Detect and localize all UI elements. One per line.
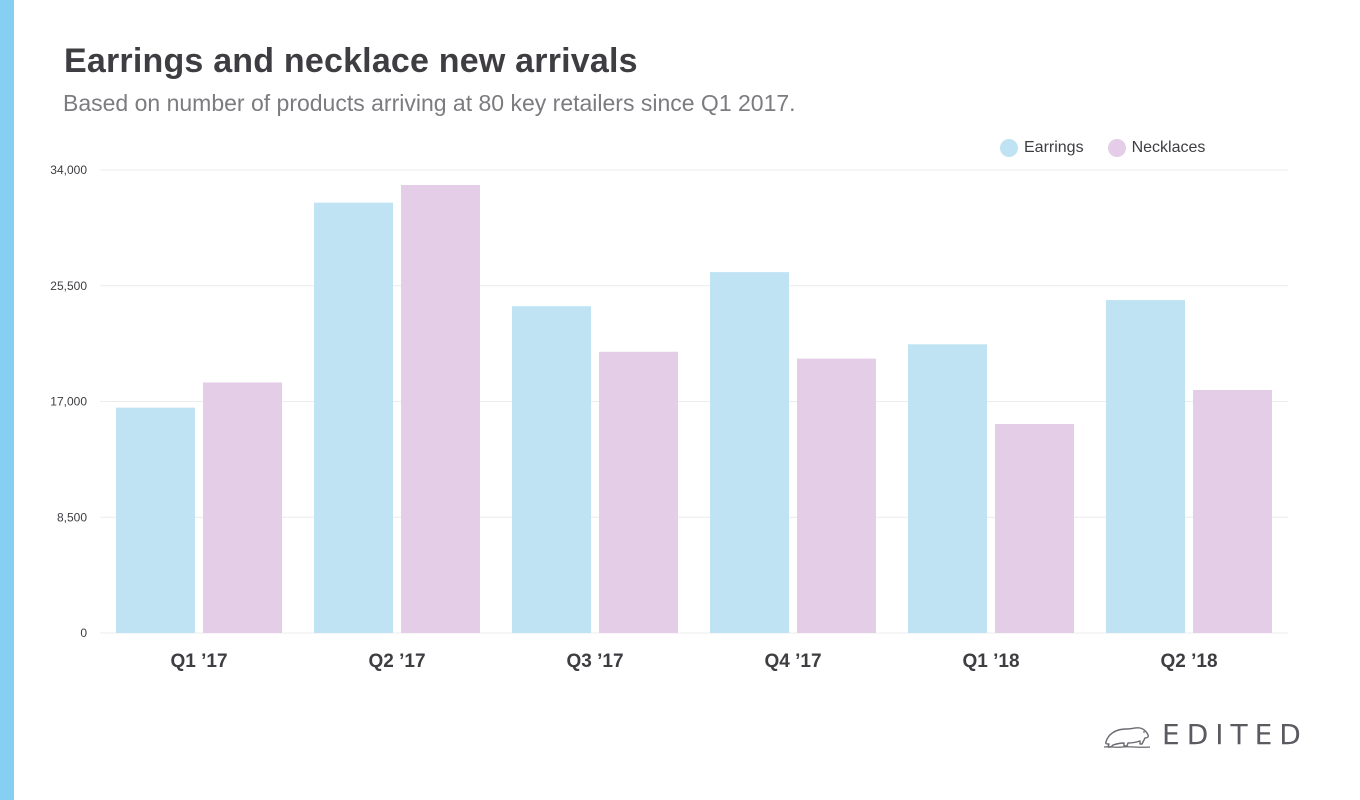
legend-item-necklaces[interactable]: Necklaces <box>1107 139 1206 157</box>
y-axis: 0 8,500 17,000 25,500 34,000 <box>50 163 87 640</box>
chart-title: Earrings and necklace new arrivals <box>64 42 638 80</box>
x-tick-label: Q2 ’17 <box>368 651 425 672</box>
bar-necklaces[interactable] <box>203 382 282 633</box>
x-tick-label: Q3 ’17 <box>566 651 623 672</box>
accent-bar <box>0 0 14 800</box>
y-tick-label: 25,500 <box>50 279 87 293</box>
polar-bear-icon <box>1103 726 1151 748</box>
x-axis: Q1 ’17 Q2 ’17 Q3 ’17 Q4 ’17 Q1 ’18 Q2 ’18 <box>170 651 1217 672</box>
legend-swatch-necklaces <box>1107 139 1126 157</box>
bar-necklaces[interactable] <box>401 184 480 633</box>
bar-earrings[interactable] <box>512 306 591 633</box>
legend: Earrings Necklaces <box>1000 139 1205 157</box>
y-tick-label: 0 <box>80 626 87 640</box>
x-tick-label: Q1 ’17 <box>170 651 227 672</box>
logo-wordmark: EDITED <box>1162 718 1308 751</box>
legend-label-earrings: Earrings <box>1024 139 1084 156</box>
edited-logo: EDITED <box>1102 718 1308 751</box>
legend-item-earrings[interactable]: Earrings <box>1000 139 1084 157</box>
y-tick-label: 17,000 <box>50 395 87 409</box>
bar-earrings[interactable] <box>710 272 789 633</box>
x-tick-label: Q2 ’18 <box>1160 651 1217 672</box>
y-tick-label: 8,500 <box>57 510 87 524</box>
chart-subtitle: Based on number of products arriving at … <box>63 90 796 116</box>
bar-earrings[interactable] <box>116 407 195 633</box>
x-tick-label: Q1 ’18 <box>962 651 1019 672</box>
x-tick-label: Q4 ’17 <box>764 651 821 672</box>
y-tick-label: 34,000 <box>50 163 87 177</box>
bar-necklaces[interactable] <box>797 358 876 633</box>
gridlines <box>100 169 1288 634</box>
legend-label-necklaces: Necklaces <box>1131 139 1206 156</box>
bar-earrings[interactable] <box>314 202 393 633</box>
bar-earrings[interactable] <box>1106 300 1185 633</box>
legend-swatch-earrings <box>1000 139 1018 157</box>
bars <box>116 184 1272 633</box>
bar-earrings[interactable] <box>908 344 987 633</box>
bar-necklaces[interactable] <box>599 351 678 633</box>
bar-necklaces[interactable] <box>1193 389 1272 633</box>
bar-necklaces[interactable] <box>995 423 1074 633</box>
